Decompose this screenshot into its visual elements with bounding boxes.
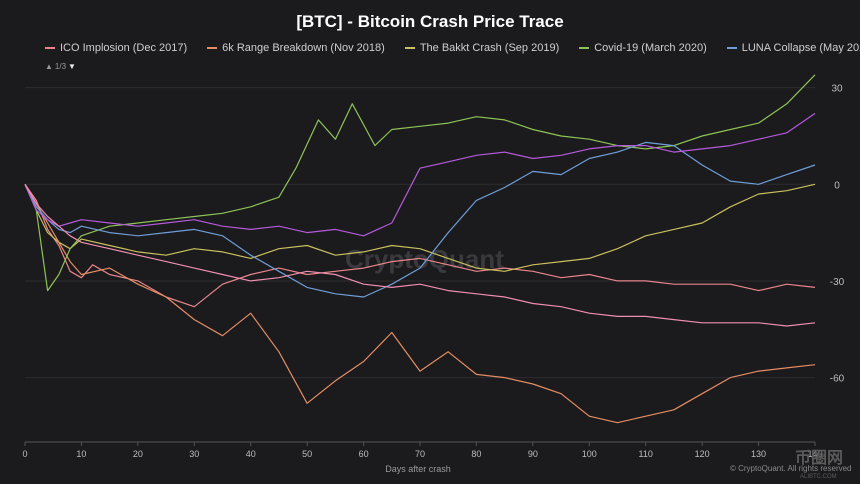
legend-label: LUNA Collapse (May 2022): [741, 42, 860, 54]
legend-page-down-button[interactable]: ▼: [68, 62, 76, 71]
legend-item[interactable]: LUNA Collapse (May 2022): [726, 42, 860, 54]
corner-logo: 币圈网: [795, 449, 843, 467]
series-line-6[interactable]: [24, 183, 816, 327]
y-tick-label: 30: [831, 84, 843, 95]
x-tick-label: 50: [302, 449, 312, 459]
legend-page-indicator: 1/3: [54, 62, 67, 71]
legend-swatch: [579, 47, 590, 49]
series-line-1[interactable]: [24, 183, 816, 424]
legend-item[interactable]: ICO Implosion (Dec 2017): [45, 42, 187, 54]
x-tick-label: 130: [751, 449, 766, 459]
legend-page-up-button[interactable]: ▲: [45, 62, 53, 71]
x-axis-title: Days after crash: [385, 464, 451, 474]
chart-title: [BTC] - Bitcoin Crash Price Trace: [296, 12, 564, 31]
legend-label: The Bakkt Crash (Sep 2019): [419, 42, 560, 54]
legend-label: 6k Range Breakdown (Nov 2018): [222, 42, 385, 54]
chart-axes: 30 0 -30 -60 0 10 20 30 40 50 60 70 80 90 100 110 120 130…: [22, 84, 844, 459]
x-tick-label: 100: [582, 449, 597, 459]
legend-swatch: [45, 47, 55, 49]
y-tick-label: -30: [830, 277, 845, 288]
legend-swatch: [726, 47, 737, 49]
legend-label: ICO Implosion (Dec 2017): [60, 42, 188, 54]
legend-pager: ▲ 1/3 ▼: [45, 62, 76, 71]
series-line-4[interactable]: [24, 141, 816, 298]
series-line-2[interactable]: [24, 183, 816, 272]
chart-grid: [25, 87, 815, 379]
legend-swatch: [207, 47, 218, 49]
chart-series: [24, 74, 816, 424]
copyright-notice: © CryptoQuant. All rights reserved: [730, 464, 852, 473]
x-tick-label: 140: [807, 449, 822, 459]
x-tick-label: 90: [528, 449, 538, 459]
legend-item[interactable]: The Bakkt Crash (Sep 2019): [404, 42, 560, 54]
series-line-5[interactable]: [24, 112, 816, 237]
legend-swatch: [404, 47, 415, 49]
x-tick-label: 40: [246, 449, 256, 459]
x-tick-label: 120: [695, 449, 710, 459]
x-tick-label: 70: [415, 449, 425, 459]
x-tick-label: 10: [76, 449, 86, 459]
x-tick-label: 60: [359, 449, 369, 459]
legend-label: Covid-19 (March 2020): [594, 42, 707, 54]
x-tick-label: 110: [639, 449, 653, 459]
y-tick-label: 0: [834, 180, 840, 191]
x-tick-label: 20: [133, 449, 143, 459]
x-tick-label: 30: [189, 449, 199, 459]
legend-item[interactable]: Covid-19 (March 2020): [579, 42, 707, 54]
x-tick-label: 80: [471, 449, 481, 459]
chart-legend: ICO Implosion (Dec 2017) 6k Range Breakdo…: [45, 42, 860, 54]
y-tick-label: -60: [830, 374, 845, 385]
series-line-3[interactable]: [24, 74, 816, 292]
corner-url: ALIBTC.COM: [800, 474, 837, 480]
legend-item[interactable]: 6k Range Breakdown (Nov 2018): [207, 42, 385, 54]
x-tick-label: 0: [22, 449, 27, 459]
